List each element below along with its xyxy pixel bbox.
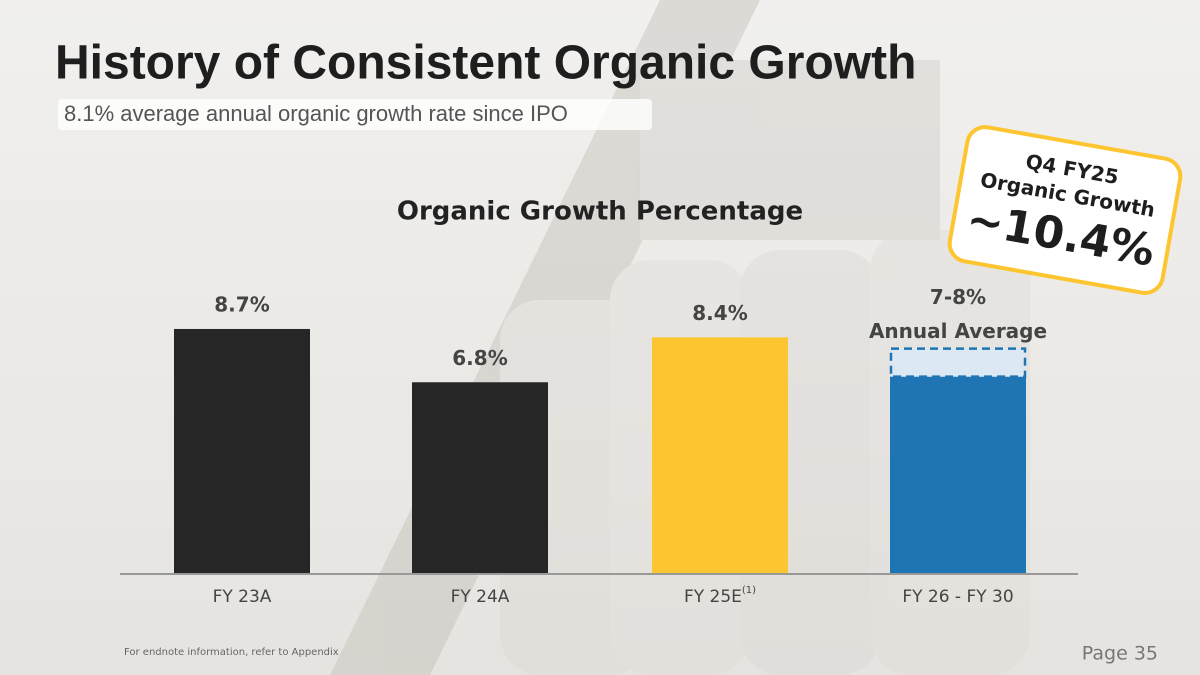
value-label: 7-8% (930, 285, 986, 309)
range-note: Annual Average (869, 319, 1047, 343)
range-bar (889, 347, 1027, 378)
subtitle: 8.1% average annual organic growth rate … (64, 101, 568, 126)
x-tick-label: FY 25E(1) (684, 585, 756, 607)
category-superscript: (1) (742, 585, 756, 596)
callout: Q4 FY25 Organic Growth ~10.4% (947, 125, 1183, 295)
bar (652, 337, 788, 573)
x-tick-label: FY 26 - FY 30 (902, 587, 1013, 607)
subtitle-box (58, 99, 652, 130)
value-label: 8.7% (214, 292, 269, 316)
chart-title: Organic Growth Percentage (397, 197, 803, 227)
callout-box (947, 125, 1183, 295)
bar (890, 376, 1026, 573)
x-tick-label: FY 23A (213, 587, 272, 607)
value-label: 8.4% (692, 301, 747, 325)
category-name: FY 26 - FY 30 (902, 587, 1013, 607)
bar (174, 328, 310, 573)
category-name: FY 24A (451, 587, 510, 607)
footnote: For endnote information, refer to Append… (124, 647, 339, 658)
category-name: FY 23A (213, 587, 272, 607)
bar (412, 382, 548, 573)
value-label: 6.8% (452, 346, 507, 370)
page-number: Page 35 (1082, 643, 1158, 665)
slide-title: History of Consistent Organic Growth (55, 37, 916, 90)
x-tick-label: FY 24A (451, 587, 510, 607)
category-name: FY 25E (684, 587, 742, 607)
